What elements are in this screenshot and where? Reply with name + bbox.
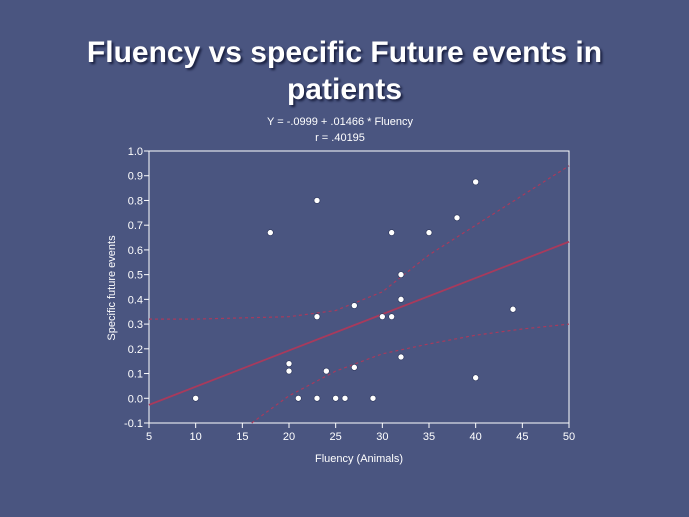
y-tick-label: 0.6: [128, 245, 143, 257]
x-tick-label: 35: [423, 431, 435, 443]
x-tick-label: 45: [516, 431, 528, 443]
confidence-band-group: [149, 165, 570, 424]
x-tick-label: 10: [190, 431, 202, 443]
slide-title-line-1: Fluency vs specific Future events in: [86, 36, 603, 69]
axis-group: 5 10 15 20 25 30 35 40 45 50 -0.1 0.0 0.1 0.2 0.3 0.4 0.…: [124, 146, 575, 443]
y-tick-label: 0.0: [128, 393, 143, 405]
x-tick-label: 50: [563, 431, 575, 443]
x-axis-label: Fluency (Animals): [315, 453, 403, 465]
y-tick-label: 0.4: [128, 294, 143, 306]
y-tick-label: 0.9: [128, 171, 143, 183]
plot-frame: [148, 150, 570, 424]
data-point: [341, 394, 349, 402]
data-point: [285, 360, 293, 367]
data-point: [453, 214, 461, 222]
data-point: [472, 178, 479, 186]
regression-line: [148, 240, 570, 406]
y-tick-label: 0.2: [128, 344, 143, 356]
data-point: [267, 229, 274, 236]
x-tick-label: 25: [330, 431, 342, 443]
data-point: [313, 394, 321, 402]
slide-title: Fluency vs specific Future events in pat…: [0, 34, 689, 108]
confidence-lower-curve: [251, 323, 570, 424]
confidence-upper-curve: [149, 165, 570, 320]
x-tick-label: 40: [470, 431, 482, 443]
x-tick-label: 5: [146, 431, 152, 443]
y-axis-label: Specific future events: [106, 235, 118, 341]
data-point: [351, 302, 358, 309]
data-point: [295, 394, 302, 402]
data-point: [192, 394, 199, 402]
y-tick-label: 1.0: [128, 146, 143, 158]
data-point: [397, 271, 405, 278]
data-point: [313, 313, 321, 320]
y-tick-label: 0.5: [128, 270, 143, 282]
data-point: [388, 313, 395, 320]
data-point: [313, 197, 321, 204]
regression-line-group: [148, 240, 570, 406]
y-tick-label: 0.7: [128, 220, 143, 232]
data-point: [332, 394, 339, 402]
slide-title-line-2: patients: [286, 73, 403, 106]
data-point: [397, 296, 405, 303]
data-point: [323, 367, 330, 375]
x-tick-label: 30: [376, 431, 388, 443]
y-tick-label: 0.3: [128, 319, 143, 331]
x-tick-label: 15: [236, 431, 248, 443]
data-point: [472, 374, 479, 382]
data-point: [351, 364, 358, 371]
data-point: [425, 229, 433, 236]
data-point: [509, 305, 517, 313]
regression-equation: Y = -.0999 + .01466 * Fluency: [267, 116, 413, 128]
x-tick-label: 20: [283, 431, 295, 443]
y-tick-label: 0.1: [128, 369, 143, 381]
correlation-label: r = .40195: [315, 132, 365, 144]
data-point: [388, 229, 395, 236]
data-point: [369, 394, 377, 402]
data-point: [397, 353, 405, 361]
data-points-group: [192, 178, 517, 402]
y-tick-label: -0.1: [124, 418, 143, 430]
y-tick-label: 0.8: [128, 195, 143, 207]
data-point: [285, 367, 293, 375]
data-point: [379, 313, 386, 320]
